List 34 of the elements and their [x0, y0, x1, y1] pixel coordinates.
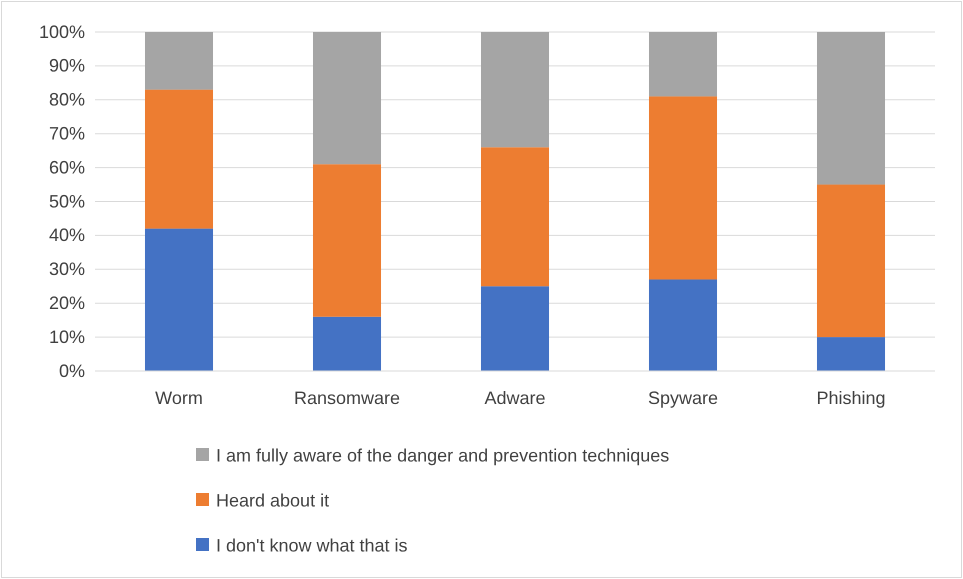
- y-tick-label: 20%: [48, 292, 85, 313]
- y-tick-label: 60%: [48, 157, 85, 178]
- bar: [480, 147, 550, 286]
- bar: [480, 286, 550, 371]
- y-tick-label: 10%: [48, 326, 85, 347]
- y-tick-label: 50%: [48, 191, 85, 212]
- bar: [816, 337, 886, 371]
- y-tick-label: 0%: [58, 360, 85, 381]
- bar: [648, 96, 718, 280]
- bar: [480, 32, 550, 148]
- bar: [144, 32, 214, 90]
- bar: [144, 228, 214, 371]
- bar: [144, 90, 214, 229]
- y-tick-label: 90%: [48, 56, 85, 76]
- legend-label: I don't know what that is: [216, 535, 408, 556]
- x-tick-label: Phishing: [816, 388, 886, 408]
- y-tick-label: 100%: [38, 22, 85, 42]
- bar: [648, 279, 718, 371]
- legend-label: I am fully aware of the danger and prevention techniques: [216, 445, 670, 466]
- x-tick-label: Ransomware: [294, 388, 400, 408]
- bar: [816, 184, 886, 338]
- legend-label: Heard about it: [216, 490, 330, 510]
- bar: [312, 316, 382, 371]
- bar: [312, 32, 382, 164]
- bar: [648, 32, 718, 96]
- x-tick-label: Worm: [155, 388, 203, 408]
- y-tick-label: 80%: [48, 90, 85, 110]
- x-tick-label: Spyware: [648, 388, 718, 408]
- y-tick-label: 70%: [48, 123, 85, 144]
- y-tick-label: 40%: [48, 225, 85, 246]
- bar: [816, 32, 886, 185]
- bar: [312, 164, 382, 317]
- y-tick-label: 30%: [48, 259, 85, 280]
- x-tick-label: Adware: [484, 388, 546, 408]
